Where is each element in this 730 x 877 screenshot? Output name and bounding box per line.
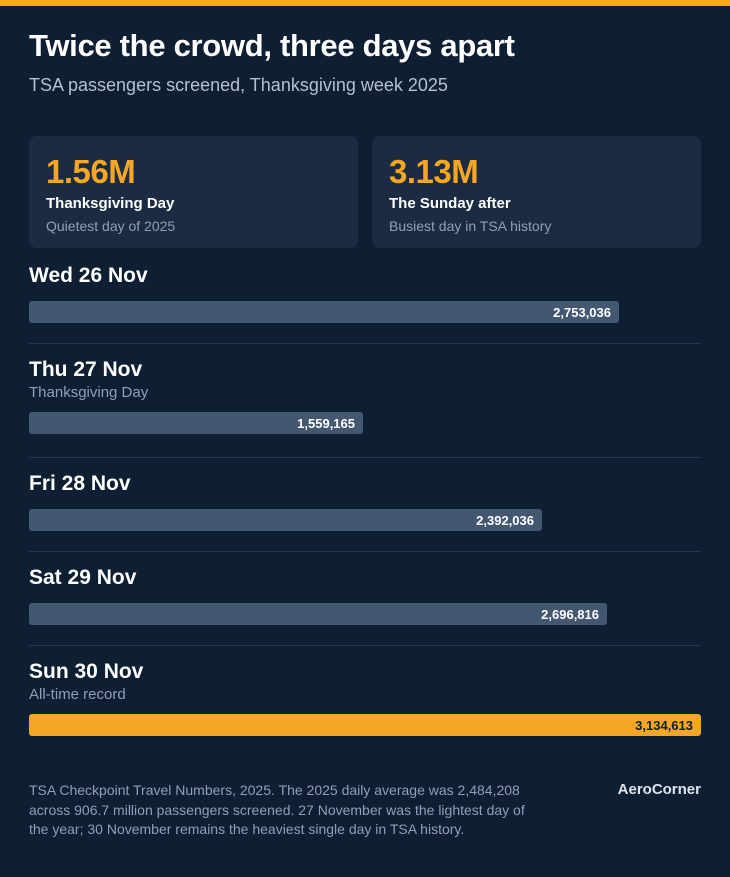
page-title: Twice the crowd, three days apart [29,28,515,63]
category-note: Thanksgiving Day [29,384,149,401]
page-subtitle: TSA passengers screened, Thanksgiving we… [29,75,448,95]
bar: 2,696,816 [29,603,607,625]
stat-value: 1.56M [46,153,136,190]
accent-top-bar [0,0,730,6]
category-label: Sat 29 Nov [29,566,137,589]
stat-note: Busiest day in TSA history [389,218,552,234]
bar-value-label: 2,753,036 [553,305,611,320]
bar-value-label: 2,696,816 [541,607,599,622]
bar: 1,559,165 [29,412,363,434]
row-divider [29,343,701,344]
stat-note: Quietest day of 2025 [46,218,176,234]
category-note: All-time record [29,686,126,703]
bar: 2,753,036 [29,301,619,323]
stat-value: 3.13M [389,153,479,190]
brand-logo-text: AeroCorner [617,781,701,798]
row-divider [29,457,701,458]
stat-label: The Sunday after [389,195,511,212]
category-label: Thu 27 Nov [29,358,143,381]
bar: 2,392,036 [29,509,542,531]
bar-value-label: 2,392,036 [476,513,534,528]
stat-card-sunday-after: 3.13M The Sunday after Busiest day in TS… [372,136,701,248]
category-label: Sun 30 Nov [29,660,144,683]
row-divider [29,551,701,552]
bar-value-label: 3,134,613 [635,718,693,733]
category-label: Fri 28 Nov [29,472,131,495]
bar-value-label: 1,559,165 [297,416,355,431]
stat-card-thanksgiving: 1.56M Thanksgiving Day Quietest day of 2… [29,136,358,248]
stat-label: Thanksgiving Day [46,195,175,212]
source-footnote: TSA Checkpoint Travel Numbers, 2025. The… [29,782,525,837]
row-divider [29,645,701,646]
category-label: Wed 26 Nov [29,264,148,287]
bar: 3,134,613 [29,714,701,736]
